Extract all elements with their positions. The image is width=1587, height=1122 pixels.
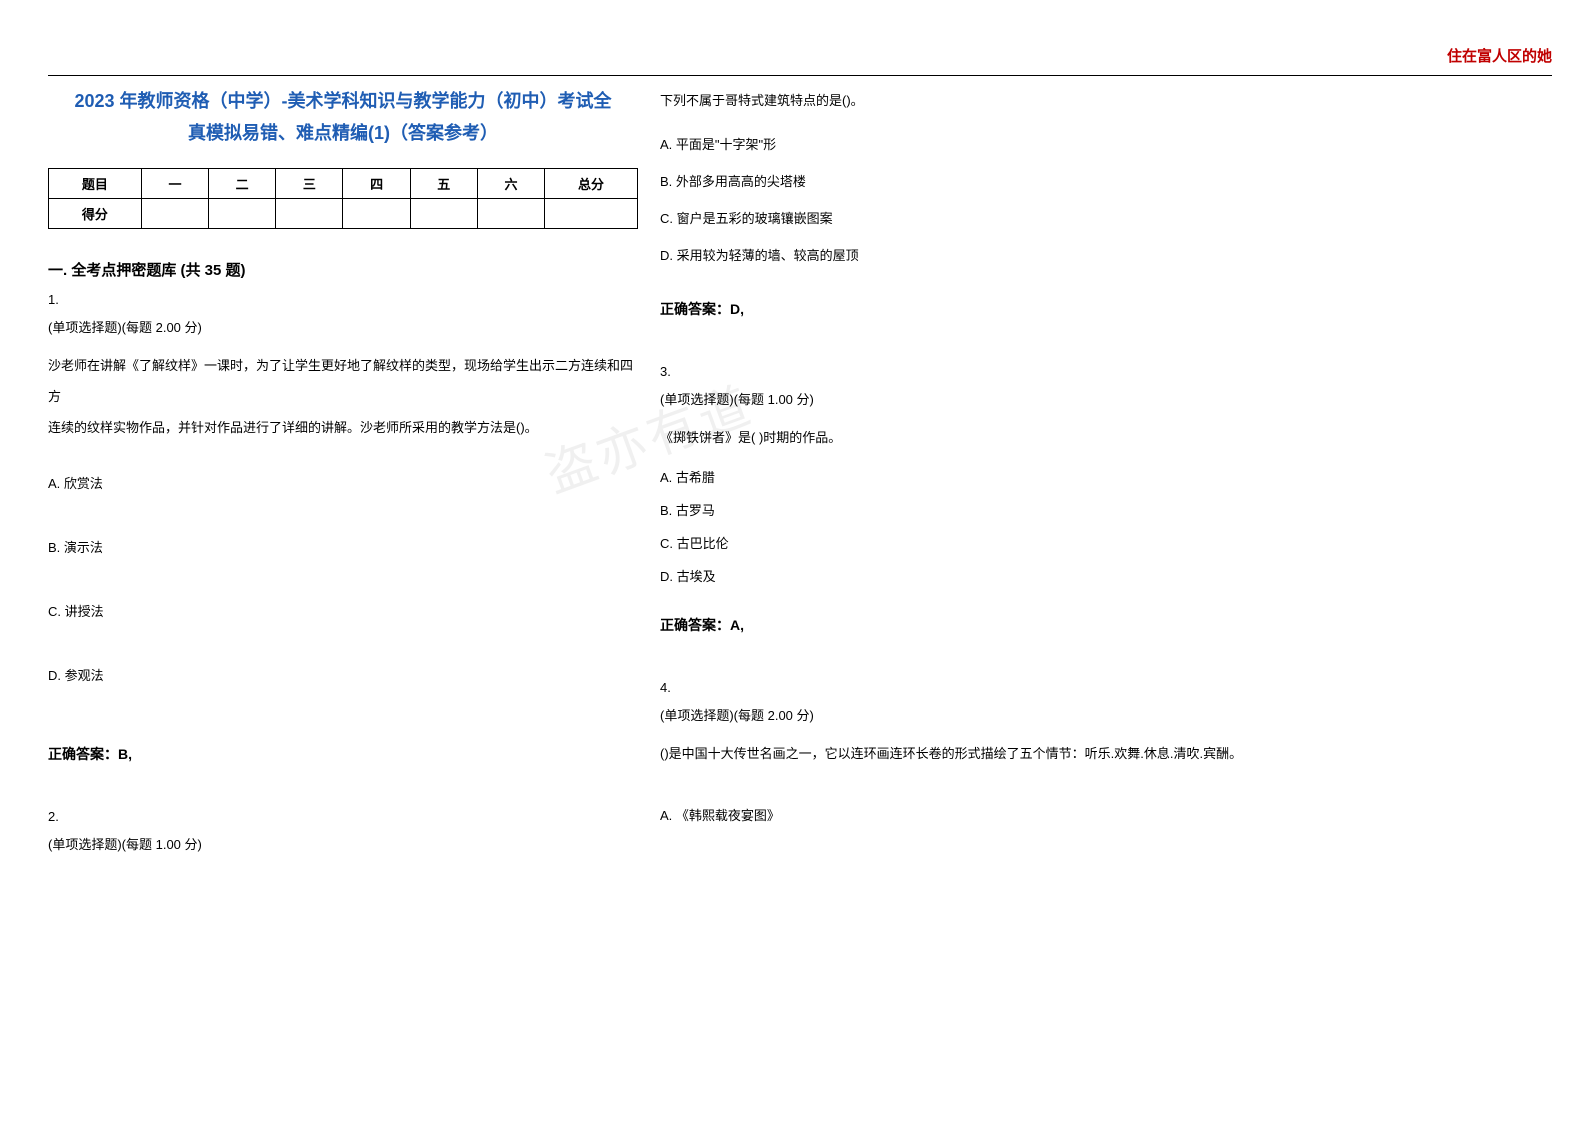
header-divider bbox=[48, 75, 1552, 76]
score-cell bbox=[209, 198, 276, 228]
option-a: A. 古希腊 bbox=[660, 467, 1280, 486]
score-cell bbox=[276, 198, 343, 228]
col-header: 二 bbox=[209, 168, 276, 198]
question-text: 下列不属于哥特式建筑特点的是()。 bbox=[660, 85, 1280, 116]
left-column: 2023 年教师资格（中学）-美术学科知识与教学能力（初中）考试全 真模拟易错、… bbox=[48, 85, 638, 853]
col-header: 四 bbox=[343, 168, 410, 198]
option-a: A. 欣赏法 bbox=[48, 473, 638, 492]
answer-text: 正确答案：A, bbox=[660, 615, 1280, 635]
question-meta: (单项选择题)(每题 2.00 分) bbox=[660, 705, 1280, 724]
option-a: A. 《韩熙载夜宴图》 bbox=[660, 805, 1280, 824]
section-heading: 一. 全考点押密题库 (共 35 题) bbox=[48, 259, 638, 280]
doc-title-line1: 2023 年教师资格（中学）-美术学科知识与教学能力（初中）考试全 bbox=[48, 85, 638, 117]
score-cell bbox=[343, 198, 410, 228]
question-line: 沙老师在讲解《了解纹样》一课时，为了让学生更好地了解纹样的类型，现场给学生出示二… bbox=[48, 358, 633, 404]
doc-title-line2: 真模拟易错、难点精编(1)（答案参考） bbox=[48, 117, 638, 149]
question-number: 2. bbox=[48, 809, 638, 824]
score-cell bbox=[141, 198, 208, 228]
answer-text: 正确答案：B, bbox=[48, 744, 638, 764]
question-number: 1. bbox=[48, 292, 638, 307]
question-meta: (单项选择题)(每题 2.00 分) bbox=[48, 317, 638, 336]
option-b: B. 演示法 bbox=[48, 537, 638, 556]
score-cell bbox=[545, 198, 638, 228]
score-cell bbox=[410, 198, 477, 228]
option-a: A. 平面是"十字架"形 bbox=[660, 134, 1280, 153]
col-header: 题目 bbox=[49, 168, 142, 198]
col-header: 六 bbox=[477, 168, 544, 198]
option-c: C. 讲授法 bbox=[48, 601, 638, 620]
col-header: 一 bbox=[141, 168, 208, 198]
col-header: 五 bbox=[410, 168, 477, 198]
header-corner-text: 住在富人区的她 bbox=[1447, 45, 1552, 66]
question-meta: (单项选择题)(每题 1.00 分) bbox=[48, 834, 638, 853]
col-header: 总分 bbox=[545, 168, 638, 198]
question-text: ()是中国十大传世名画之一，它以连环画连环长卷的形式描绘了五个情节：听乐.欢舞.… bbox=[660, 738, 1280, 769]
question-text: 沙老师在讲解《了解纹样》一课时，为了让学生更好地了解纹样的类型，现场给学生出示二… bbox=[48, 350, 638, 444]
option-b: B. 外部多用高高的尖塔楼 bbox=[660, 171, 1280, 190]
table-row: 题目 一 二 三 四 五 六 总分 bbox=[49, 168, 638, 198]
score-table: 题目 一 二 三 四 五 六 总分 得分 bbox=[48, 168, 638, 229]
question-meta: (单项选择题)(每题 1.00 分) bbox=[660, 389, 1280, 408]
table-row: 得分 bbox=[49, 198, 638, 228]
row-label: 得分 bbox=[49, 198, 142, 228]
question-number: 3. bbox=[660, 364, 1280, 379]
option-c: C. 古巴比伦 bbox=[660, 533, 1280, 552]
question-text: 《掷铁饼者》是( )时期的作品。 bbox=[660, 422, 1280, 453]
right-column: 下列不属于哥特式建筑特点的是()。 A. 平面是"十字架"形 B. 外部多用高高… bbox=[660, 85, 1280, 824]
option-d: D. 采用较为轻薄的墙、较高的屋顶 bbox=[660, 245, 1280, 264]
question-line: 连续的纹样实物作品，并针对作品进行了详细的讲解。沙老师所采用的教学方法是()。 bbox=[48, 420, 538, 435]
answer-text: 正确答案：D, bbox=[660, 299, 1280, 319]
option-d: D. 古埃及 bbox=[660, 566, 1280, 585]
option-c: C. 窗户是五彩的玻璃镶嵌图案 bbox=[660, 208, 1280, 227]
option-b: B. 古罗马 bbox=[660, 500, 1280, 519]
score-cell bbox=[477, 198, 544, 228]
option-d: D. 参观法 bbox=[48, 665, 638, 684]
col-header: 三 bbox=[276, 168, 343, 198]
question-number: 4. bbox=[660, 680, 1280, 695]
